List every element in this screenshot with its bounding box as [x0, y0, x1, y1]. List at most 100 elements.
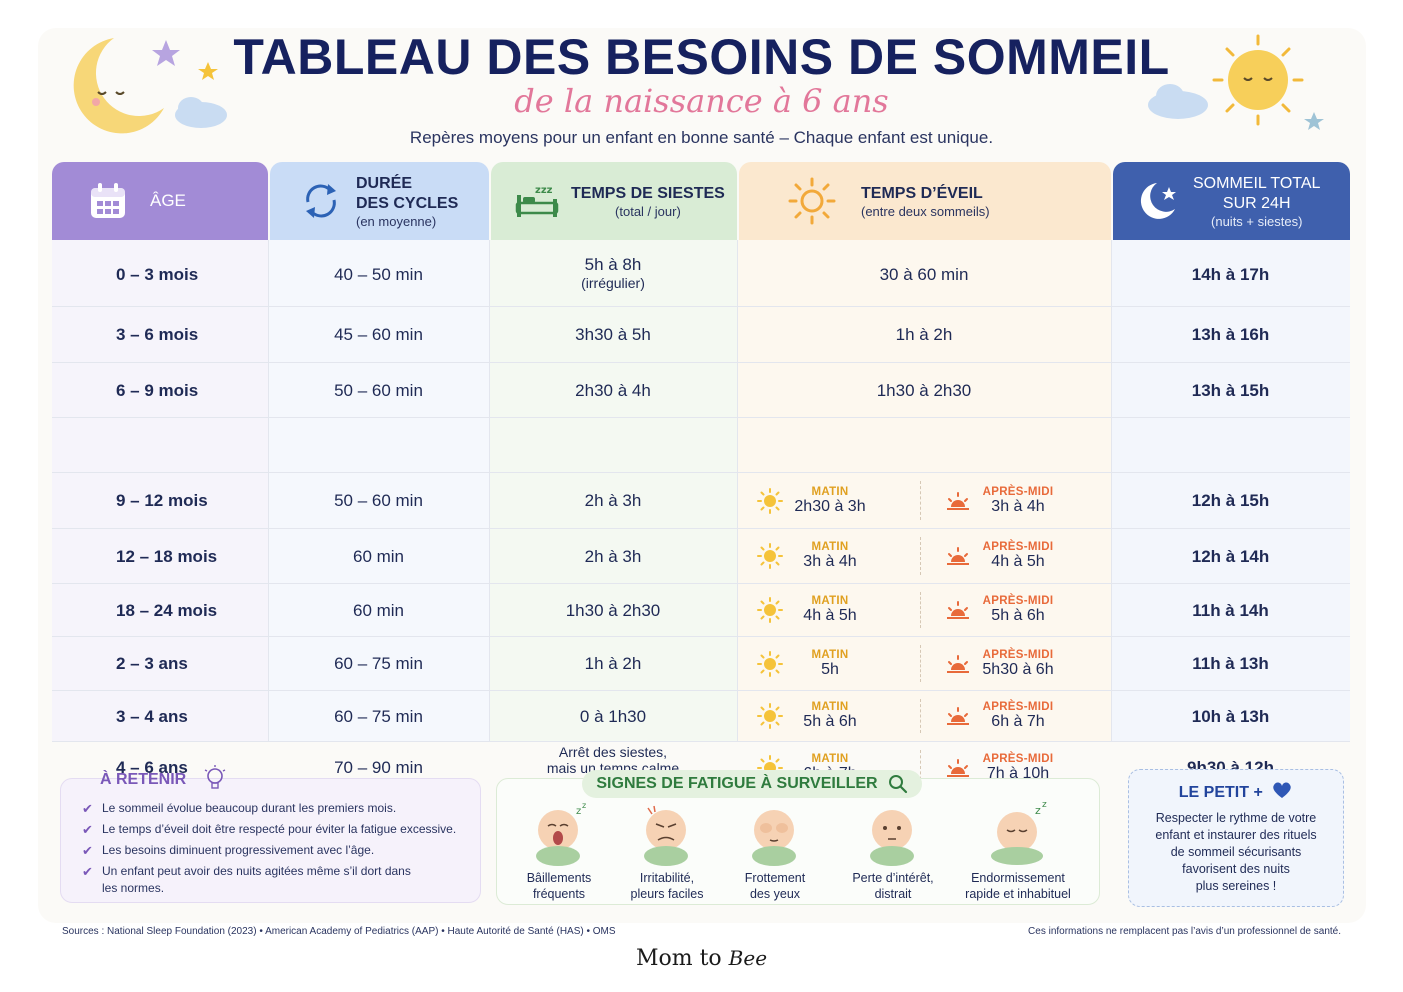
header-cycles-line2: DES CYCLES [356, 194, 459, 212]
header-total-line2: SUR 24H [1222, 194, 1291, 212]
header-eveil: TEMPS D’ÉVEIL (entre deux sommeils) [739, 162, 1111, 240]
cell-siestes: 2h30 à 4h [575, 380, 651, 400]
fatigue-sign: Frottement des yeux [710, 800, 840, 902]
fatigue-sign-caption: Bâillements fréquents [526, 871, 592, 901]
apres-midi-label: APRÈS-MIDI [982, 485, 1054, 498]
cell-age: 18 – 24 mois [116, 600, 218, 620]
cell-siestes: 0 à 1h30 [579, 706, 647, 726]
header-siestes: zzz TEMPS DE SIESTES (total / jour) [491, 162, 737, 240]
fatigue-sign-caption: Perte d’intérêt, distrait [852, 871, 934, 901]
retenir-item: ✔ Un enfant peut avoir des nuits agitées … [82, 864, 411, 895]
lightbulb-icon [204, 765, 226, 789]
svg-text:z: z [1042, 800, 1047, 810]
sunset-icon [947, 758, 969, 777]
cell-eveil: 1h30 à 2h30 [876, 380, 972, 400]
fatigue-sign: z z Bâillements fréquents [494, 800, 624, 902]
baby-yawning-icon: zz [536, 801, 586, 866]
svg-text:zzz: zzz [535, 185, 553, 196]
fatigue-sign-caption: Irritabilité, pleurs faciles [630, 871, 704, 901]
matin-label: MATIN [811, 648, 849, 661]
header-siestes-sub: (total / jour) [615, 203, 681, 219]
baby-distracted-icon [870, 810, 914, 866]
retenir-item: ✔ Les besoins diminuent progressivement a… [82, 843, 375, 858]
total-column-bg [1111, 240, 1350, 742]
heart-icon [1273, 782, 1291, 798]
cell-eveil: 30 à 60 min [879, 264, 969, 284]
header-age: ÂGE [52, 162, 268, 240]
cell-total: 11h à 14h [1192, 600, 1269, 620]
cell-total: 13h à 15h [1191, 380, 1270, 400]
fatigue-sign-caption: Endormissement rapide et inhabituel [965, 871, 1071, 901]
eveil-apres-midi: APRÈS-MIDI 7h à 10h [944, 746, 1064, 789]
matin-label: MATIN [811, 541, 849, 553]
apres-midi-label: APRÈS-MIDI [982, 595, 1054, 607]
header-cycles-sub: (en moyenne) [356, 213, 437, 229]
cell-age: 9 – 12 mois [116, 491, 208, 510]
age-column-bg [52, 240, 268, 742]
eveil-apres-midi: APRÈS-MIDI 5h à 6h [944, 588, 1064, 632]
cell-age: 6 – 9 mois [116, 380, 199, 400]
split-divider [920, 592, 921, 628]
column-divider [737, 240, 738, 742]
page-tagline: Repères moyens pour un enfant en bonne s… [409, 128, 994, 147]
matin-value: 3h à 4h [803, 553, 857, 570]
cell-cycles: 50 – 60 min [334, 380, 423, 400]
cycle-arrows-icon [306, 184, 336, 218]
matin-label: MATIN [811, 752, 849, 765]
sunset-icon [947, 547, 969, 565]
fatigue-sign-caption: Frottement des yeux [744, 871, 806, 901]
header-total-sub: (nuits + siestes) [1211, 213, 1303, 229]
baby-crying-icon [644, 805, 688, 866]
header-total: SOMMEIL TOTAL SUR 24H (nuits + siestes) [1113, 162, 1350, 240]
row-divider [52, 528, 1350, 529]
sunset-icon [947, 601, 969, 619]
header-eveil-sub: (entre deux sommeils) [861, 203, 990, 219]
apres-midi-label: APRÈS-MIDI [982, 648, 1054, 661]
matin-label: MATIN [811, 485, 849, 498]
cell-age: 3 – 6 mois [116, 325, 199, 344]
morning-sun-icon [757, 703, 783, 729]
page-title: TABLEAU DES BESOINS DE SOMMEIL [233, 29, 1170, 85]
header-age-label: ÂGE [150, 191, 186, 210]
cell-total: 13h à 16h [1191, 325, 1270, 344]
eveil-matin: MATIN 5h [756, 641, 876, 686]
eveil-apres-midi: APRÈS-MIDI 3h à 4h [944, 477, 1064, 524]
matin-label: MATIN [811, 701, 849, 713]
sun-icon [788, 177, 836, 225]
row-divider [52, 690, 1350, 691]
morning-sun-icon [757, 543, 783, 569]
cycles-column-bg [268, 240, 489, 742]
cell-age: 0 – 3 mois [116, 264, 199, 284]
matin-label: MATIN [811, 595, 849, 607]
split-divider [920, 699, 921, 733]
matin-value: 5h à 6h [803, 713, 857, 730]
column-divider [489, 240, 490, 742]
cell-siestes: 1h30 à 2h30 [565, 600, 661, 620]
apres-midi-value: 4h à 5h [991, 553, 1045, 570]
moon-star-icon [1140, 183, 1176, 219]
cell-total: 12h à 14h [1191, 546, 1270, 566]
signes-panel [496, 778, 1100, 905]
cell-siestes: 1h à 2h [584, 654, 642, 673]
split-divider [920, 537, 921, 575]
cell-eveil: 1h à 2h [895, 325, 953, 344]
cell-cycles: 40 – 50 min [334, 264, 423, 284]
apres-midi-value: 6h à 7h [991, 713, 1045, 730]
split-divider [920, 481, 921, 520]
cell-siestes: 3h30 à 5h [575, 325, 651, 344]
apres-midi-value: 5h30 à 6h [982, 660, 1054, 678]
apres-midi-label: APRÈS-MIDI [982, 701, 1054, 713]
cell-siestes: 2h à 3h [584, 546, 642, 566]
cell-total: 10h à 13h [1191, 706, 1270, 726]
row-divider [52, 362, 1350, 363]
retenir-item: ✔ Le sommeil évolue beaucoup durant les p… [82, 801, 397, 816]
cell-total: 11h à 13h [1192, 654, 1269, 673]
sunset-icon [947, 707, 969, 725]
matin-value: 2h30 à 3h [794, 497, 866, 515]
row-divider [52, 636, 1350, 637]
cell-siestes-note: (irrégulier) [581, 275, 645, 291]
fatigue-sign: Irritabilité, pleurs faciles [602, 800, 732, 902]
apres-midi-value: 5h à 6h [991, 607, 1045, 624]
retenir-title: À RETENIR [100, 771, 187, 788]
cell-siestes: 5h à 8h (irrégulier) [489, 242, 737, 306]
